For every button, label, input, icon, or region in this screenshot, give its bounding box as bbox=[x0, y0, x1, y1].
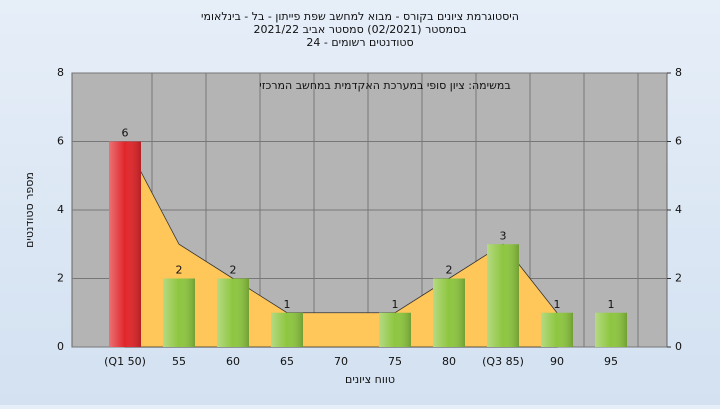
y-tick-label: 2 bbox=[57, 272, 64, 285]
bar-shade bbox=[163, 278, 195, 347]
data-label: 1 bbox=[608, 298, 615, 311]
data-label: 1 bbox=[392, 298, 399, 311]
y2-tick-label: 4 bbox=[675, 203, 682, 216]
data-label: 1 bbox=[284, 298, 291, 311]
y-tick-label: 6 bbox=[57, 135, 64, 148]
chart-subtitle: בסמסטר (02/2021) סמסטר אביב 2021/22 bbox=[253, 23, 466, 36]
bar-shade bbox=[379, 312, 411, 347]
x-tick-label: 80 bbox=[442, 355, 456, 368]
bar-shade bbox=[433, 278, 465, 347]
annotation: במשימה: ציון סופי במערכת האקדמית במחשב ה… bbox=[259, 79, 510, 92]
bar-shade bbox=[541, 312, 573, 347]
y2-tick-label: 6 bbox=[675, 135, 682, 148]
x-axis-label: טווח ציונים bbox=[345, 373, 395, 386]
bar-shade bbox=[109, 141, 141, 347]
y-axis-label: מספר סטודנטים bbox=[23, 172, 36, 248]
x-tick-label: (Q1 50) bbox=[104, 355, 146, 368]
y-tick-label: 8 bbox=[57, 66, 64, 79]
bar-shade bbox=[271, 312, 303, 347]
y-tick-label: 4 bbox=[57, 203, 64, 216]
x-tick-label: 90 bbox=[550, 355, 564, 368]
y2-tick-label: 2 bbox=[675, 272, 682, 285]
data-label: 6 bbox=[122, 127, 129, 140]
data-label: 3 bbox=[500, 229, 507, 242]
bar-shade bbox=[595, 312, 627, 347]
data-label: 2 bbox=[446, 264, 453, 277]
x-tick-label: 70 bbox=[334, 355, 348, 368]
x-tick-label: 65 bbox=[280, 355, 294, 368]
chart-subtitle: סטודנטים רשומים - 24 bbox=[306, 36, 413, 49]
x-tick-label: 55 bbox=[172, 355, 186, 368]
x-tick-label: 60 bbox=[226, 355, 240, 368]
x-tick-label: 75 bbox=[388, 355, 402, 368]
bar-shade bbox=[487, 244, 519, 347]
x-tick-label: (Q3 85) bbox=[482, 355, 524, 368]
y2-tick-label: 8 bbox=[675, 66, 682, 79]
bar-shade bbox=[217, 278, 249, 347]
chart-title: היסטוגרמת ציונים בקורס - מבוא למחשב שפת … bbox=[201, 10, 519, 23]
x-tick-label: 95 bbox=[604, 355, 618, 368]
y2-tick-label: 0 bbox=[675, 340, 682, 353]
data-label: 2 bbox=[176, 264, 183, 277]
data-label: 1 bbox=[554, 298, 561, 311]
data-label: 2 bbox=[230, 264, 237, 277]
y-tick-label: 0 bbox=[57, 340, 64, 353]
